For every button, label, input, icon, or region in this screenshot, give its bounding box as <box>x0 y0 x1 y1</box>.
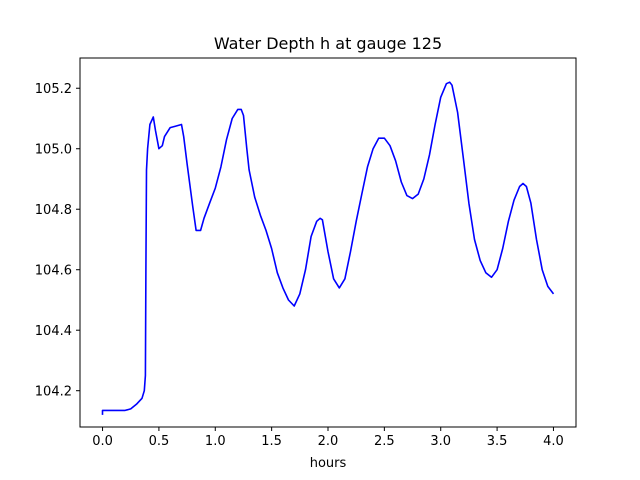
y-tick-label: 104.8 <box>35 203 72 218</box>
x-tick-label: 2.5 <box>374 434 395 449</box>
x-tick-label: 3.0 <box>430 434 451 449</box>
y-tick-label: 105.0 <box>35 143 72 158</box>
plot-area <box>101 81 555 415</box>
x-tick-label: 1.0 <box>205 434 226 449</box>
plot-frame <box>79 57 577 428</box>
series-line <box>101 81 555 415</box>
y-tick-label: 104.6 <box>35 264 72 279</box>
x-tick-label: 3.5 <box>487 434 508 449</box>
chart-title: Water Depth h at gauge 125 <box>214 34 442 53</box>
y-tick-label: 104.2 <box>35 385 72 400</box>
x-tick-label: 2.0 <box>318 434 339 449</box>
y-tick-label: 104.4 <box>35 324 72 339</box>
x-tick-label: 1.5 <box>261 434 282 449</box>
y-axis-ticks: 104.2 104.4 104.6 104.8 105.0 105.2 <box>35 82 80 400</box>
x-tick-label: 4.0 <box>543 434 564 449</box>
x-tick-label: 0.5 <box>149 434 170 449</box>
x-axis-ticks: 0.0 0.5 1.0 1.5 2.0 2.5 3.0 3.5 4.0 <box>92 427 564 449</box>
x-axis-label: hours <box>310 456 347 471</box>
x-tick-label: 0.0 <box>92 434 113 449</box>
y-tick-label: 105.2 <box>35 82 72 97</box>
